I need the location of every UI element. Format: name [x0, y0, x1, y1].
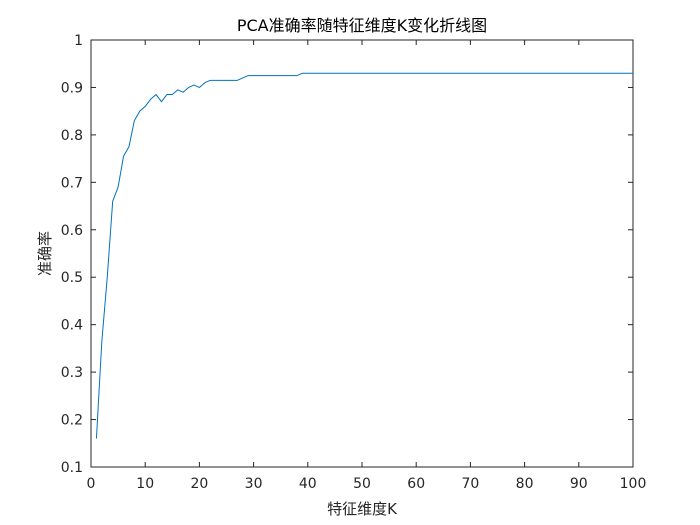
x-tick-label: 40 — [299, 476, 317, 492]
series-layer — [95, 72, 633, 439]
y-tick-label: 0.6 — [61, 223, 83, 239]
y-tick-label: 0.3 — [61, 365, 83, 381]
x-tick-label: 30 — [245, 476, 263, 492]
x-tick-label: 50 — [353, 476, 371, 492]
y-tick-label: 0.9 — [61, 80, 83, 96]
plot-area — [90, 39, 634, 468]
x-axis: 0 10 20 30 40 50 60 70 80 90 100 — [87, 40, 647, 492]
x-tick-label: 100 — [620, 476, 647, 492]
chart-title: PCA准确率随特征维度K变化折线图 — [237, 16, 487, 35]
x-tick-label: 0 — [87, 476, 96, 492]
x-tick-label: 60 — [407, 476, 425, 492]
y-tick-label: 1 — [74, 33, 83, 49]
y-tick-label: 0.1 — [61, 460, 83, 476]
y-tick-label: 0.7 — [61, 175, 83, 191]
y-tick-label: 0.8 — [61, 128, 83, 144]
x-tick-label: 90 — [570, 476, 588, 492]
x-tick-label: 10 — [136, 476, 154, 492]
y-axis: 0.1 0.2 0.3 0.4 0.5 0.6 0.7 0.8 0.9 1 — [61, 33, 633, 476]
x-tick-label: 20 — [190, 476, 208, 492]
y-tick-label: 0.4 — [61, 318, 83, 334]
series-line — [95, 72, 633, 439]
y-axis-label: 准确率 — [36, 231, 54, 276]
x-tick-label: 70 — [461, 476, 479, 492]
y-tick-label: 0.2 — [61, 413, 83, 429]
y-tick-label: 0.5 — [61, 270, 83, 286]
x-tick-label: 80 — [516, 476, 534, 492]
x-axis-label: 特征维度K — [327, 500, 398, 518]
